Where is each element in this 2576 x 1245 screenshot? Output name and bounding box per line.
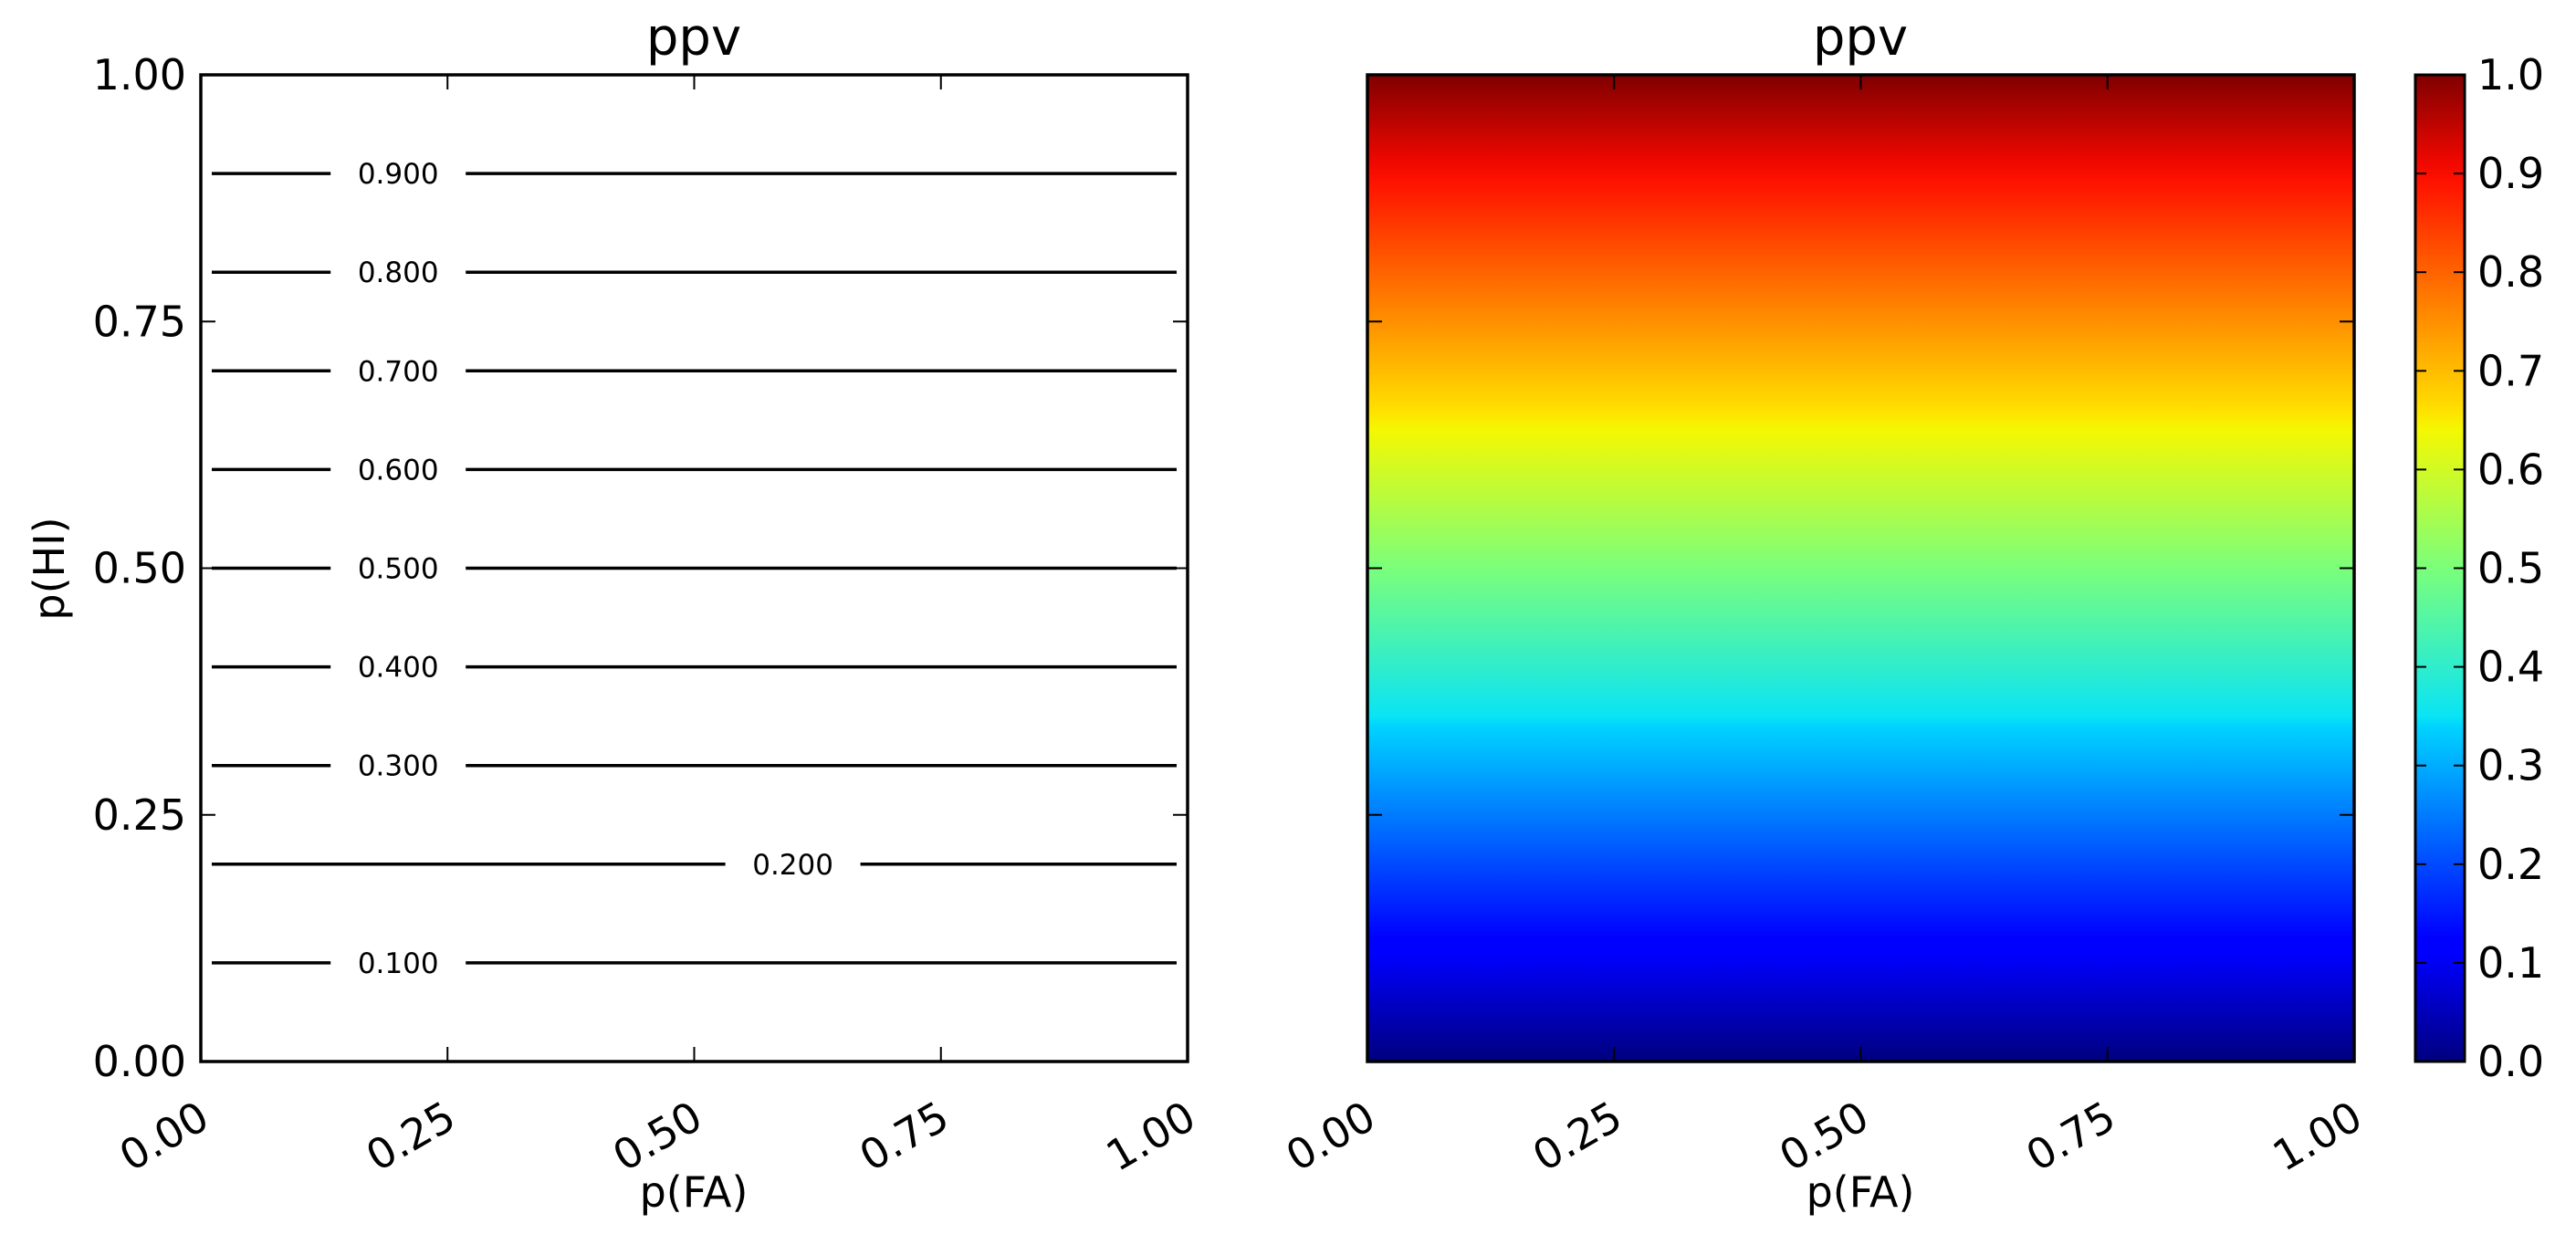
heatmap-title: ppv <box>1813 8 1908 68</box>
contour-label: 0.600 <box>358 454 439 486</box>
colorbar-tick-label: 0.4 <box>2477 643 2544 692</box>
heatmap-axes-frame <box>1366 73 2356 1063</box>
heatmap-xtick-label: 0.75 <box>2018 1092 2124 1181</box>
contour-xlabel: p(FA) <box>640 1167 749 1217</box>
contour-ytick-label: 0.50 <box>93 544 186 593</box>
contour-label: 0.800 <box>358 256 439 289</box>
colorbar-ticks: 0.0 0.1 0.2 0.3 0.4 0.5 0.6 0.7 0.8 0.9 1.0 <box>2415 50 2544 1086</box>
heatmap-image <box>1367 75 2354 1062</box>
contour-label: 0.300 <box>358 750 439 783</box>
contour-label: 0.100 <box>358 947 439 980</box>
contour-ylabel: p(HI) <box>25 517 74 620</box>
contour-label: 0.700 <box>358 355 439 388</box>
contour-ytick-label: 0.25 <box>93 790 186 840</box>
colorbar-tick-label: 0.5 <box>2477 544 2544 593</box>
colorbar-tick-label: 0.7 <box>2477 346 2544 395</box>
contour-label: 0.500 <box>358 553 439 586</box>
colorbar-frame <box>2414 73 2466 1063</box>
colorbar-tick-label: 0.8 <box>2477 247 2544 297</box>
contour-xtick-label: 0.25 <box>358 1092 464 1181</box>
heatmap-xtick-label: 0.25 <box>1524 1092 1630 1181</box>
contour-xtick-label: 0.75 <box>852 1092 958 1181</box>
colorbar-tick-label: 0.1 <box>2477 938 2544 988</box>
left-axis-ticks: 0.00 0.25 0.50 0.75 1.000.000.250.500.751.00 <box>93 50 1204 1181</box>
contour-label: 0.200 <box>752 849 833 882</box>
contour-lines <box>212 172 1177 965</box>
contour-panel: ppv 0.1000.2000.3000.4000.5000.6000.7000… <box>25 8 1204 1217</box>
contour-labels: 0.100 0.200 0.300 0.400 0.500 0.600 0.700 0.800… <box>358 158 833 980</box>
colorbar-tick-label: 0.3 <box>2477 741 2544 790</box>
contour-title: ppv <box>646 8 741 68</box>
colorbar-tick-label: 0.0 <box>2477 1037 2544 1086</box>
contour-ytick-label: 0.00 <box>93 1037 186 1086</box>
contour-ytick-label: 0.75 <box>93 297 186 346</box>
heatmap-xlabel: p(FA) <box>1806 1167 1915 1217</box>
contour-label: 0.900 <box>358 158 439 191</box>
contour-xtick-label: 1.00 <box>1098 1092 1204 1181</box>
colorbar-tick-label: 0.9 <box>2477 149 2544 198</box>
contour-ytick-label: 1.00 <box>93 50 186 99</box>
contour-label: 0.400 <box>358 652 439 685</box>
heatmap-xtick-label: 1.00 <box>2265 1092 2371 1181</box>
contour-xtick-label: 0.00 <box>111 1092 217 1181</box>
heatmap-xtick-label: 0.00 <box>1278 1092 1384 1181</box>
colorbar-tick-label: 0.6 <box>2477 445 2544 494</box>
contour-axes-frame <box>199 73 1189 1063</box>
heatmap-panel: ppv 0.00 0.25 0.50 0.75 1.00 p(FA) <box>1278 8 2371 1217</box>
colorbar: 0.0 0.1 0.2 0.3 0.4 0.5 0.6 0.7 0.8 0.9 1.0 <box>2414 50 2544 1086</box>
colorbar-tick-label: 1.0 <box>2477 50 2544 99</box>
colorbar-tick-label: 0.2 <box>2477 840 2544 889</box>
